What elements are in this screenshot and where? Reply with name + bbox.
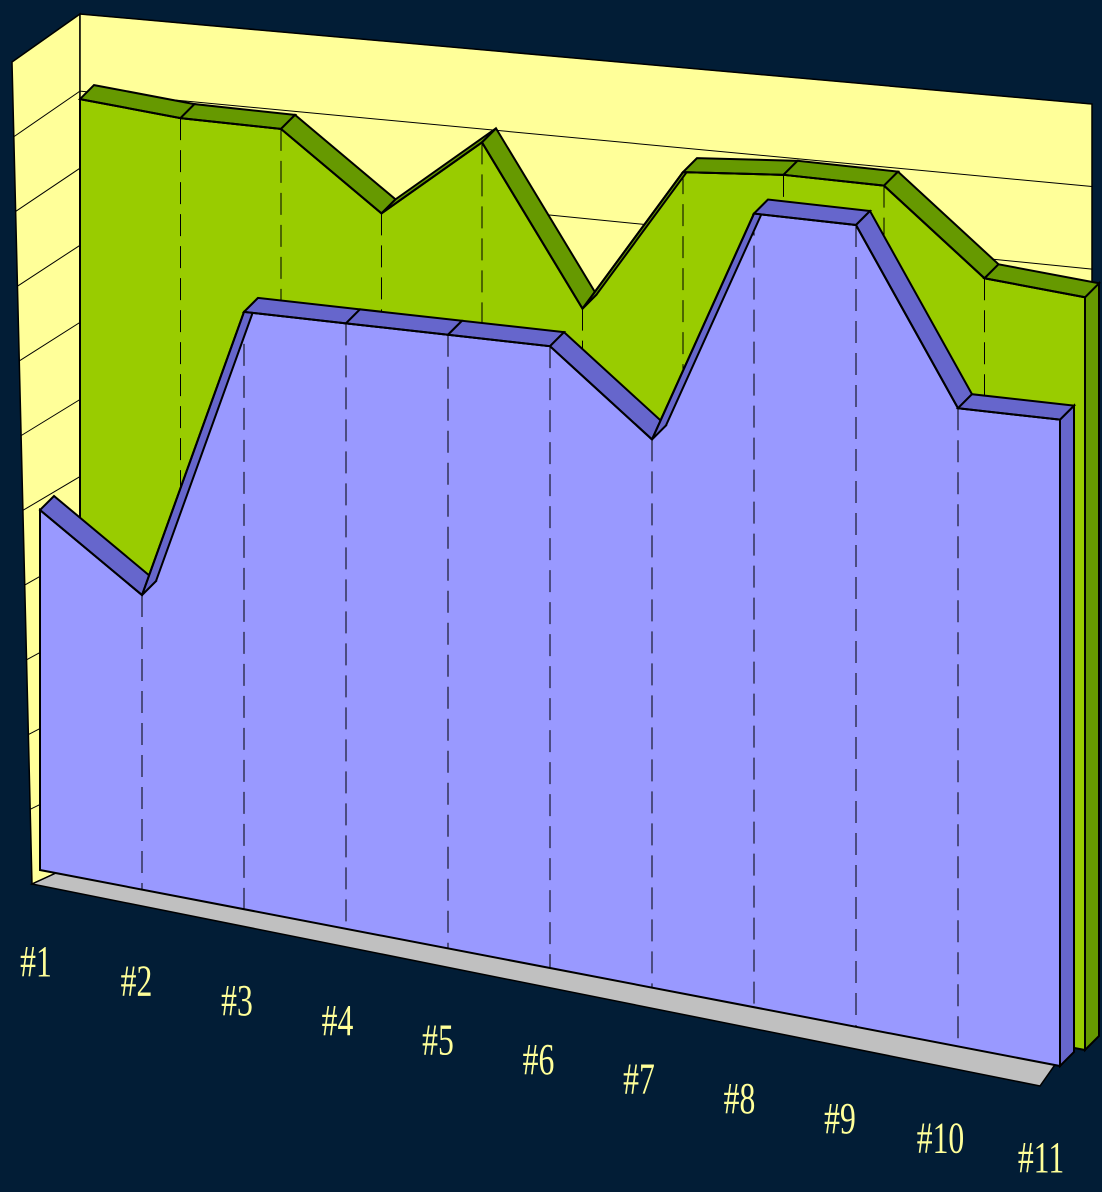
series bbox=[38, 198, 1077, 1069]
area-line bbox=[79, 98, 1086, 311]
plot-area bbox=[38, 84, 1102, 1069]
x-tick-label: #10 bbox=[917, 1115, 965, 1163]
x-tick-label: #9 bbox=[824, 1095, 856, 1143]
x-tick-label: #1 bbox=[20, 938, 52, 986]
area-line bbox=[39, 212, 1061, 597]
side-face bbox=[1084, 280, 1100, 1053]
x-tick-label: #4 bbox=[322, 997, 354, 1045]
x-tick-label: #3 bbox=[221, 977, 253, 1025]
x-tick-label: #5 bbox=[422, 1017, 454, 1065]
grid-line bbox=[13, 90, 1093, 188]
side-face bbox=[1059, 403, 1075, 1069]
grid-line bbox=[11, 13, 1093, 105]
category-labels: #1 #2 #3 #4 #5 #6 #7 #8 #9 #10 #11 bbox=[20, 938, 1064, 1182]
x-tick-label: #11 bbox=[1018, 1134, 1064, 1182]
x-tick-label: #6 bbox=[523, 1036, 555, 1084]
x-tick-label: #7 bbox=[623, 1056, 655, 1104]
x-tick-label: #8 bbox=[724, 1075, 756, 1123]
x-tick-label: #2 bbox=[121, 958, 153, 1006]
